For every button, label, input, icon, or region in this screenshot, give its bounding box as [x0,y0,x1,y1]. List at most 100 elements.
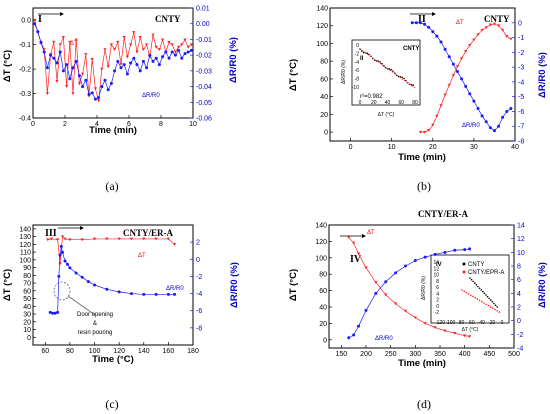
panel-d-inset-ytick-label: 6 [436,285,439,291]
panel-a-dt-point [189,43,193,47]
panel-a-ytick-left-label: 0.0 [21,18,31,25]
panel-a-dr-point [77,74,81,78]
panel-d-inset-xtick-label: 0 [501,320,504,326]
panel-d-ytick-right-label: 2 [517,305,521,312]
panel-c-annotation-arrow [67,295,96,316]
panel-d-dt-point [453,331,457,335]
panel-d-xtick-label: 250 [385,351,397,358]
panel-a-dr-point [106,88,110,92]
panel-a-ytick-left-label: -0.4 [19,116,31,123]
panel-d-inset-xtick-label: -100 [445,320,455,326]
panel-b-marker: II [418,14,426,25]
panel-b-ytick-left-label: 40 [320,94,328,101]
panel-d-ytick-left-label: 20 [319,321,327,328]
panel-b-inset-point [379,61,381,63]
panel-a-xtick-label: 6 [127,121,131,128]
panel-c-annotation-line3: resin pouring [78,330,113,336]
panel-d-dt-point [357,252,361,256]
panel-c-ytick-right-label: 2 [196,240,200,247]
panel-a-dr-point [81,85,85,89]
panel-c-ytick-left-label: 60 [23,288,31,295]
panel-a-dr-point [151,59,155,63]
panel-a-ytick-left-label: -0.3 [19,91,31,98]
panel-b-dr-point [468,92,472,96]
panel-d-dr-point [394,271,398,275]
panel-d-ytick-right-label: -2 [517,332,523,339]
panel-c-ylabel-right: ΔR/R0 (%) [229,262,240,308]
panel-b-dt-point [505,35,509,38]
panel-c-dt-point [142,237,146,241]
panel-a-dr-point [65,63,69,67]
panel-c-ytick-left-label: 130 [19,234,31,241]
panel-d-inset-frame [430,254,510,324]
panel-a-ytick-left-label: -0.1 [19,42,31,49]
panel-a-dt-point [141,48,145,52]
panel-a-dt-point [74,38,78,42]
panel-a-dr-point [129,61,133,65]
panel-b-inset-title: CNTY [403,46,419,52]
panel-d-dr-point [347,336,351,340]
panel-c-ytick-left-label: 110 [20,250,31,257]
panel-d-dr-point [374,291,378,295]
panel-c-dt-point [92,237,97,241]
panel-b-dt-point [418,130,423,134]
panel-c-dr-point [154,292,158,296]
panel-b-inset-frame [351,39,421,106]
panel-d-inset-point-epr [496,310,499,312]
panel-a-legend-dr: ΔR/R0 [142,93,160,99]
panel-a-xtick-label: 0 [31,121,35,128]
panel-a-dr-point [177,48,181,52]
panel-c-ytick-left-label: 140 [19,226,31,233]
panel-b-ytick-left-label: 0 [324,130,328,137]
panel-a-dt-point [154,45,158,49]
panel-d-inset-marker: IV [436,262,442,268]
panel-c-xtick-label: 140 [138,348,150,355]
panel-d-inset-point-cnty [488,297,491,300]
panel-b-inset-ytick-label: -10 [352,85,359,91]
panel-d-inset-legend-marker-2 [462,270,466,274]
panel-b-legend-dr: ΔR/R0 [462,123,480,129]
panel-b-dt-point [488,23,492,27]
panel-a-dr-point [39,41,43,45]
panel-d-dr-point [423,255,427,259]
panel-a-dr-point [132,56,136,60]
panel-d-inset-xlabel: ΔT (°C) [462,327,479,333]
panel-d-inset-point-cnty [490,299,492,301]
panel-b-dt-point [509,37,513,41]
panel-d-marker: IV [350,254,362,265]
panel-d-dt-point [384,293,388,297]
panel-b-ytick-left-label: 80 [320,59,328,66]
panel-b-inset-point [361,50,363,52]
panel-d-inset-ylabel: ΔR/R0 (%) [421,276,427,300]
panel-a-dr-point [170,50,174,54]
panel-b-legend-dt: ΔT [456,20,464,26]
panel-a-ytick-right-label: -0.04 [196,84,212,91]
panel-a-dr-point [125,72,129,76]
panel-a-dr-point [84,78,88,82]
panel-c-dr-point [51,311,55,315]
panel-a-dr-point [103,78,107,82]
panel-d-dt-point [364,266,368,270]
panel-c-dr-point [93,283,97,287]
panel-b-dr-point [435,34,439,38]
panel-d-dr-point [463,248,467,252]
panel-d-inset-ytick-label: 8 [436,279,439,285]
panel-d-dr-point [403,264,407,268]
panel-c-bracket-arrow [80,226,84,230]
panel-a-dr-point [138,69,142,73]
panel-b-inset-ytick-label: 0 [356,43,359,49]
panel-c-legend-dr: ΔR/R0 [166,286,184,292]
panel-d-inset-xtick-label: -60 [467,320,474,326]
panel-d-ytick-left-label: 140 [315,223,327,230]
panel-d-inset-point-cnty [485,294,487,296]
panel-c-dt-point [63,237,67,241]
panel-a-dt-point [103,48,107,52]
panel-a-dr-point [36,30,40,34]
panel-b-dr-point [418,21,422,25]
panel-d-inset-xtick-label: -80 [457,320,464,326]
panel-a-xtick-label: 10 [189,121,197,128]
panel-a-dt-point [122,36,126,39]
panel-a-dt-point [33,18,37,22]
panel-a-dt-point [129,43,133,47]
panel-a-dt-point [52,40,56,44]
